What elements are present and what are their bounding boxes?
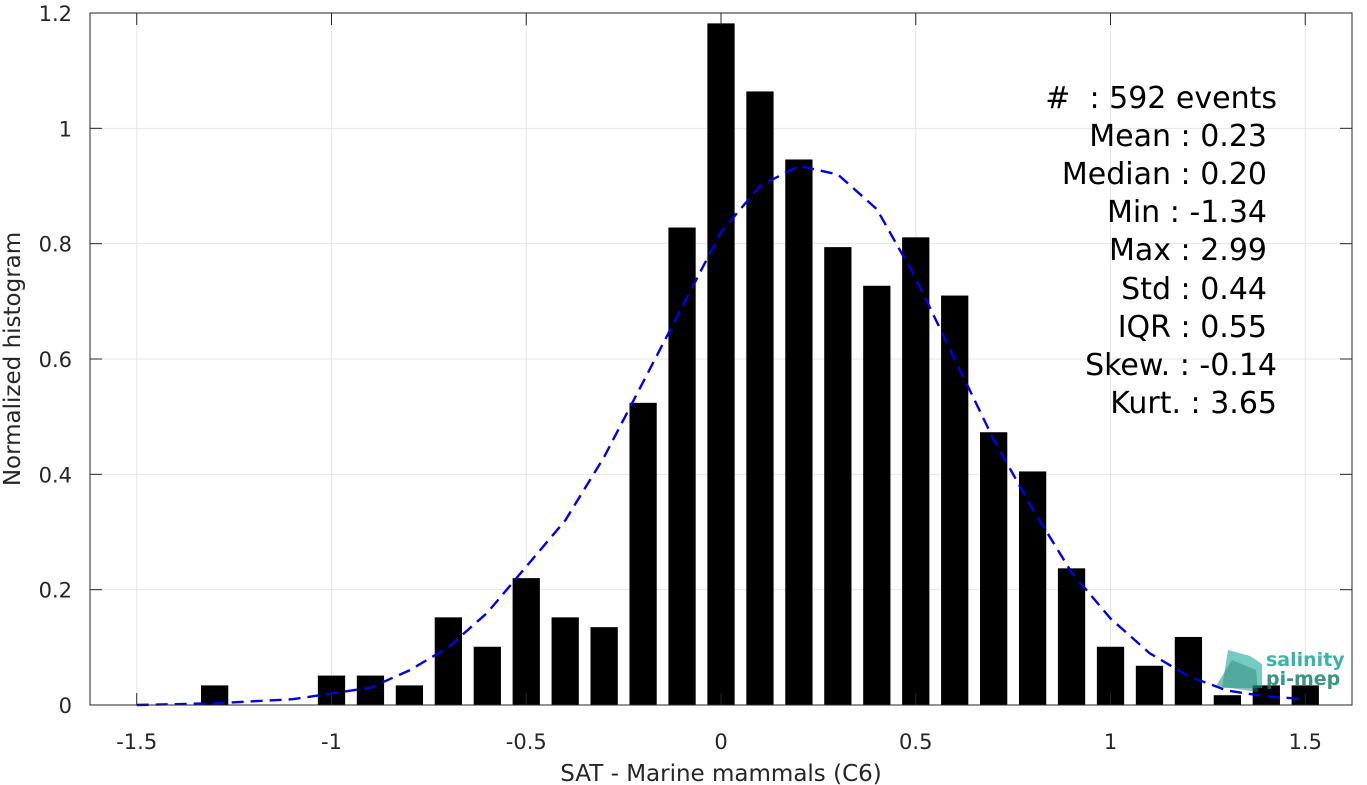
- histogram-bar: [746, 91, 774, 706]
- y-tick-label: 1.2: [39, 2, 72, 26]
- histogram-bar: [980, 432, 1008, 705]
- x-tick-label: -0.5: [506, 730, 547, 754]
- x-tick-label: -1: [321, 730, 342, 754]
- x-tick-label: 0: [714, 730, 727, 754]
- histogram-bar: [1057, 568, 1086, 705]
- histogram-bar: [707, 23, 735, 705]
- histogram-bar: [668, 227, 696, 705]
- salinity-pi-mep-logo: salinity pi-mep: [1216, 649, 1345, 692]
- stat-iqr: IQR : 0.55: [1118, 310, 1267, 345]
- y-tick-label: 1: [59, 117, 72, 141]
- histogram-bar: [473, 646, 501, 705]
- y-tick-label: 0.4: [39, 463, 72, 487]
- stat-std: Std : 0.44: [1121, 272, 1267, 307]
- stat-skew: Skew. : -0.14: [1085, 348, 1277, 383]
- y-tick-labels: 0 0.2 0.4 0.6 0.8 1 1.2: [39, 2, 72, 718]
- fit-curve: [136, 164, 1306, 707]
- stat-min: Min : -1.34: [1107, 195, 1267, 230]
- axis-ticks: [90, 12, 1352, 706]
- y-axis-title: Normalized histogram: [0, 232, 26, 486]
- histogram-bar: [824, 247, 852, 706]
- x-tick-labels: -1.5 -1 -0.5 0 0.5 1 1.5: [116, 730, 1322, 754]
- histogram-bar: [941, 295, 969, 705]
- histogram-bar: [902, 237, 930, 705]
- y-tick-label: 0.8: [39, 233, 72, 257]
- histogram-bar: [590, 627, 618, 705]
- histogram-bar: [1252, 685, 1280, 705]
- x-axis-title: SAT - Marine mammals (C6): [560, 761, 882, 785]
- stat-max: Max : 2.99: [1109, 233, 1267, 268]
- x-tick-label: 1: [1104, 730, 1117, 754]
- x-tick-label: 0.5: [899, 730, 932, 754]
- logo-text-pi-mep: pi-mep: [1266, 668, 1340, 690]
- histogram-bar: [395, 685, 424, 705]
- y-tick-label: 0.6: [39, 348, 72, 372]
- logo-wave-icon-2: [1216, 660, 1258, 692]
- histogram-bar: [201, 685, 229, 705]
- histogram-bar: [356, 675, 385, 705]
- histogram-bars: [201, 23, 1319, 706]
- stat-median: Median : 0.20: [1062, 157, 1267, 192]
- stats-box: # : 592 events Mean : 0.23 Median : 0.20…: [1045, 81, 1277, 421]
- y-tick-label: 0.2: [39, 579, 72, 603]
- histogram-bar: [1135, 665, 1164, 705]
- histogram-bar: [512, 578, 540, 705]
- stat-count: # : 592 events: [1045, 81, 1277, 116]
- y-tick-label: 0: [59, 694, 72, 718]
- histogram-bar: [551, 617, 579, 705]
- stat-kurt: Kurt. : 3.65: [1110, 386, 1277, 421]
- logo-text-salinity: salinity: [1266, 649, 1345, 671]
- stat-mean: Mean : 0.23: [1089, 119, 1267, 154]
- histogram-bar: [1213, 695, 1241, 705]
- histogram-bar: [785, 159, 813, 705]
- x-tick-label: 1.5: [1289, 730, 1322, 754]
- histogram-bar: [863, 285, 891, 705]
- histogram-bar: [629, 402, 657, 705]
- x-tick-label: -1.5: [116, 730, 157, 754]
- histogram-bar: [434, 617, 462, 705]
